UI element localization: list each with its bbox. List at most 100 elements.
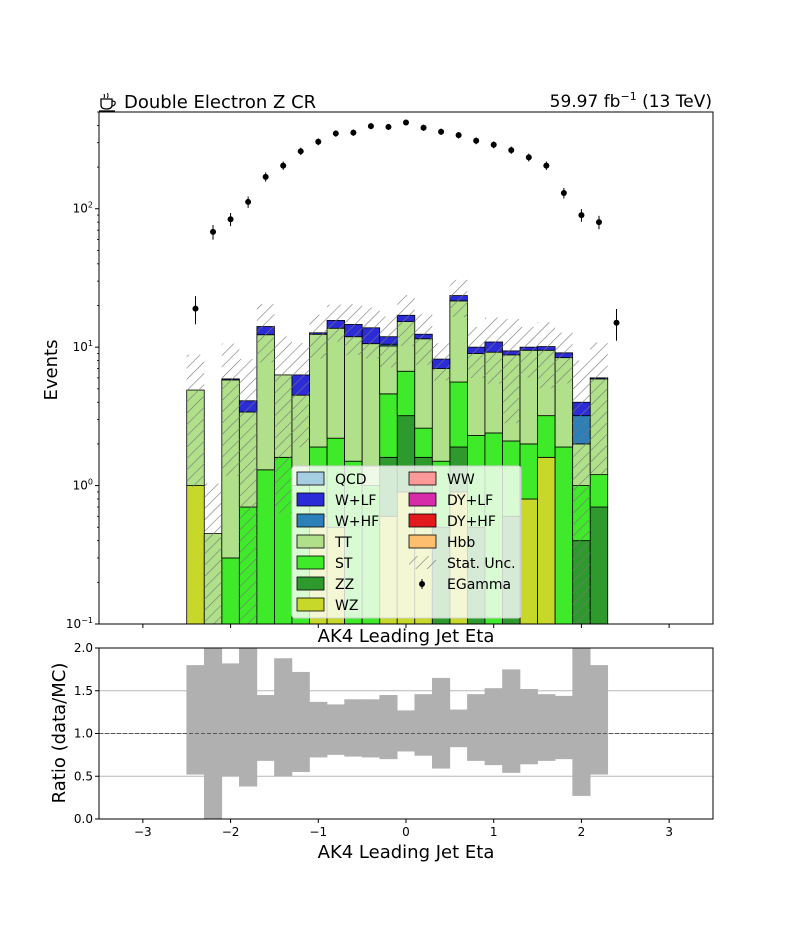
ratio-band-bin (344, 699, 363, 757)
data-point (280, 162, 287, 169)
stat-unc-bin (467, 326, 485, 378)
ratio-y-tick-label: 0.0 (74, 812, 93, 826)
legend-swatch (296, 471, 325, 486)
stat-unc-bin (555, 332, 573, 384)
x-tick-label: 2 (578, 825, 586, 839)
stat-unc-bin (344, 304, 363, 356)
stack-bar-tt (431, 368, 451, 462)
y-tick-label: 101 (73, 339, 93, 354)
x-tick-label: −3 (134, 825, 152, 839)
ratio-band-bin (449, 709, 468, 748)
stat-unc-bin (379, 316, 398, 368)
ratio-x-axis-ticks: −3 −2 −1 0 1 2 3 (134, 819, 673, 839)
x-tick-label: 1 (490, 825, 498, 839)
stack-bar-wz (186, 485, 205, 624)
data-point (490, 141, 497, 148)
data-point (210, 228, 217, 235)
legend-label: WZ (335, 598, 358, 614)
data-point (192, 305, 199, 312)
stack-bar-st (537, 415, 556, 458)
legend-label: DY+HF (447, 514, 496, 530)
ratio-band-bin (361, 699, 380, 758)
x-tick-label: 3 (665, 825, 673, 839)
ratio-y-tick-label: 0.5 (74, 769, 93, 783)
data-point (245, 198, 252, 205)
legend-label: ZZ (335, 577, 354, 593)
stat-uncertainty-band (186, 279, 608, 624)
stack-bar-st (379, 393, 398, 458)
x-axis-label-top: AK4 Leading Jet Eta (318, 626, 495, 647)
data-point (473, 137, 480, 144)
stat-unc-bin (520, 326, 538, 378)
stack-bar-zz (589, 506, 609, 624)
ratio-band-bin (291, 671, 310, 772)
legend-swatch (296, 597, 325, 612)
legend-label: Hbb (447, 535, 475, 551)
legend: QCD WW W+LF DY+LF W+HF DY+HF TT Hbb ST Stat. Unc.… (291, 465, 522, 619)
ratio-band-bin (484, 688, 503, 766)
legend-label: WW (447, 472, 475, 488)
legend-label: DY+LF (447, 493, 493, 509)
ratio-band-bin (537, 694, 556, 761)
x-tick-label: −1 (309, 825, 327, 839)
ratio-band-bin (396, 710, 416, 752)
ratio-band-bin (379, 695, 398, 760)
ratio-plot-frame (98, 647, 714, 820)
ratio-band-bin (502, 669, 521, 773)
legend-marker (419, 581, 425, 587)
data-point (420, 124, 427, 131)
stat-unc-bin (484, 317, 503, 384)
stat-unc-bin (291, 343, 310, 448)
stat-unc-bin (414, 314, 433, 365)
x-axis-label: AK4 Leading Jet Eta (318, 842, 495, 863)
ratio-band-bin (186, 665, 205, 775)
stack-bar-tt (326, 327, 345, 439)
legend-label: W+LF (335, 493, 376, 509)
ratio-band-bin (256, 695, 275, 761)
stack-bar-st (221, 557, 240, 624)
data-point (595, 219, 602, 226)
stat-unc-bin (572, 360, 591, 624)
x-tick-label: −2 (222, 825, 240, 839)
ratio-plot-panel: 0.0 0.5 1.0 1.5 2.0 −3 −2 −1 0 1 2 3 Ratio (data/M… (49, 641, 714, 863)
data-point (578, 212, 585, 219)
stack-bar-st (256, 469, 275, 624)
ratio-band-bin (274, 658, 293, 777)
stat-unc-bin (327, 304, 345, 342)
x-tick-label: 0 (402, 825, 410, 839)
stat-unc-bin (590, 342, 608, 475)
stat-unc-bin (502, 318, 521, 424)
legend-swatch (296, 534, 325, 549)
ratio-band-bin (432, 677, 451, 769)
data-point (262, 173, 269, 180)
ratio-y-axis-ticks: 0.0 0.5 1.0 1.5 2.0 (74, 641, 99, 826)
stack-bar-wz (537, 456, 556, 624)
ratio-band-bin (309, 701, 328, 758)
legend-label: W+HF (335, 514, 379, 530)
lumi-label: 59.97 fb−1 (13 TeV) (550, 90, 712, 112)
ratio-band-bin (326, 704, 345, 755)
legend-swatch (296, 513, 325, 528)
ratio-band-bin (467, 694, 486, 761)
data-point (560, 189, 567, 196)
legend-swatch (408, 513, 437, 528)
stack-bar-wz (519, 498, 538, 624)
legend-swatch (296, 492, 325, 507)
data-point (613, 319, 620, 326)
stat-unc-bin (537, 322, 556, 389)
data-point (543, 162, 550, 169)
legend-label: Stat. Unc. (447, 556, 516, 572)
legend-swatch (296, 576, 325, 591)
stat-unc-bin (239, 359, 257, 624)
data-point (227, 216, 234, 223)
data-point (438, 128, 445, 135)
legend-label: QCD (335, 472, 367, 488)
data-point (350, 129, 357, 136)
stat-unc-bin (432, 343, 450, 381)
ratio-y-axis-label: Ratio (data/MC) (49, 663, 70, 804)
data-point (332, 130, 339, 137)
ratio-band-bin (589, 665, 609, 775)
ratio-y-tick-label: 1.5 (74, 684, 93, 698)
legend-swatch (296, 555, 325, 570)
